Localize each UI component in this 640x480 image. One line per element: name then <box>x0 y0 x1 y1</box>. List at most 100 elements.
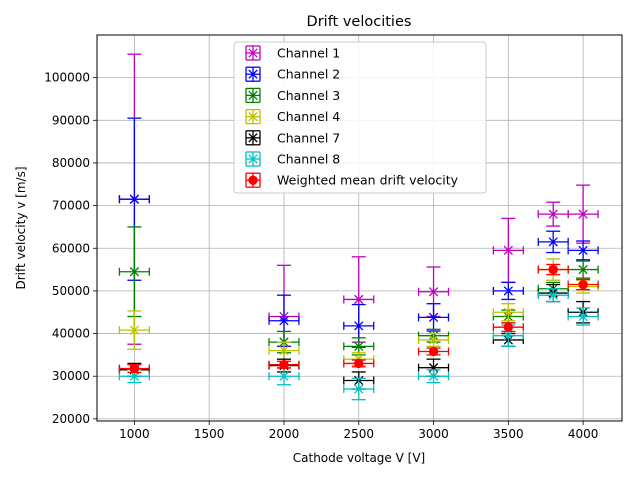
legend-label: Channel 1 <box>277 46 340 61</box>
y-tick-label: 100000 <box>44 71 90 85</box>
data-series <box>118 53 599 401</box>
data-point <box>118 310 151 350</box>
data-point-marker <box>354 358 364 369</box>
data-point-marker <box>248 133 258 143</box>
data-point <box>537 230 569 254</box>
data-point-marker <box>129 363 140 374</box>
y-tick-label: 30000 <box>52 369 90 383</box>
data-point-marker <box>279 359 289 370</box>
data-point <box>118 369 151 384</box>
data-point-marker <box>503 307 513 317</box>
data-point <box>417 303 450 332</box>
data-point <box>537 263 569 276</box>
data-point-marker <box>503 245 513 256</box>
data-point-marker <box>578 209 588 219</box>
data-point <box>118 226 151 318</box>
data-point-marker <box>578 264 588 275</box>
x-axis-label: Cathode voltage V [V] <box>293 451 425 465</box>
legend-entry: Channel 1 <box>245 45 340 61</box>
legend-entry: Channel 4 <box>245 108 340 125</box>
data-point <box>537 288 569 303</box>
data-point-marker <box>129 267 140 277</box>
y-tick-label: 20000 <box>52 412 90 426</box>
data-point-marker <box>548 290 558 300</box>
x-tick-label: 1000 <box>119 427 150 441</box>
data-point-marker <box>428 287 439 297</box>
legend-label: Channel 3 <box>277 88 340 103</box>
data-point-marker <box>578 279 588 290</box>
data-point-marker <box>354 294 364 305</box>
data-point-marker <box>503 331 513 341</box>
data-point-marker <box>248 48 258 58</box>
data-point <box>567 184 599 244</box>
y-axis-ticks: 20000 30000 40000 50000 60000 70000 80000 90000… <box>44 71 97 426</box>
data-point <box>118 363 151 374</box>
y-tick-label: 40000 <box>52 327 90 341</box>
data-point-marker <box>428 346 439 357</box>
data-point <box>567 278 599 291</box>
data-point-marker <box>578 311 588 322</box>
legend-label: Weighted mean drift velocity <box>277 173 459 188</box>
data-point <box>343 337 375 356</box>
data-point-marker <box>428 312 439 323</box>
data-point-marker <box>578 245 588 256</box>
chart-title: Drift velocities <box>307 14 412 30</box>
data-point <box>417 266 450 318</box>
x-tick-label: 3000 <box>418 427 449 441</box>
data-point-marker <box>548 237 558 247</box>
y-tick-label: 70000 <box>52 199 90 213</box>
x-tick-label: 1500 <box>194 427 225 441</box>
data-point-marker <box>279 345 289 356</box>
legend-entry: Channel 3 <box>245 87 340 104</box>
axes-frame <box>96 34 623 422</box>
data-point <box>567 260 599 279</box>
data-point <box>268 341 300 360</box>
data-point <box>492 281 524 301</box>
data-point-marker <box>354 384 364 394</box>
legend-label: Channel 2 <box>277 67 340 82</box>
data-point <box>268 359 300 370</box>
data-point <box>492 303 524 322</box>
legend-entry: Channel 7 <box>245 130 340 146</box>
legend: Channel 1 Channel 2 Channel 3 Channel 4 Chan… <box>233 41 487 194</box>
x-tick-label: 2500 <box>343 427 374 441</box>
data-point-marker <box>279 371 289 381</box>
data-point <box>567 240 599 261</box>
data-point <box>417 332 450 348</box>
x-tick-label: 4000 <box>568 427 599 441</box>
data-point-marker <box>428 335 439 345</box>
y-tick-label: 50000 <box>52 284 90 298</box>
x-tick-label: 3500 <box>493 427 524 441</box>
data-point-marker <box>248 90 258 101</box>
data-point <box>417 369 450 384</box>
legend-entry: Channel 8 <box>245 151 340 167</box>
data-point <box>492 322 524 333</box>
data-point-marker <box>428 371 439 381</box>
data-point-marker <box>248 111 258 122</box>
data-point-marker <box>129 194 140 204</box>
data-point <box>567 307 599 326</box>
data-point-marker <box>548 209 558 219</box>
series-5 <box>118 288 599 401</box>
y-tick-label: 80000 <box>52 156 90 170</box>
data-point-marker <box>248 175 258 185</box>
data-point-marker <box>428 363 439 373</box>
legend-box <box>233 41 487 194</box>
x-tick-label: 2000 <box>269 427 300 441</box>
data-point-marker <box>248 154 258 164</box>
y-axis-label: Drift velocity v [m/s] <box>14 166 28 289</box>
data-point-marker <box>548 264 558 275</box>
legend-label: Channel 4 <box>277 109 340 124</box>
data-point <box>343 358 375 369</box>
x-axis-ticks: 1000 1500 2000 2500 3000 3500 4000 <box>119 421 598 441</box>
legend-entry: Weighted mean drift velocity <box>245 172 459 188</box>
data-point-marker <box>354 321 364 331</box>
data-point <box>343 377 375 401</box>
data-point-marker <box>279 316 289 326</box>
data-point <box>268 367 300 386</box>
data-point-marker <box>503 286 513 296</box>
data-point-marker <box>248 69 258 79</box>
data-point-marker <box>129 325 140 335</box>
data-point-marker <box>129 371 140 381</box>
